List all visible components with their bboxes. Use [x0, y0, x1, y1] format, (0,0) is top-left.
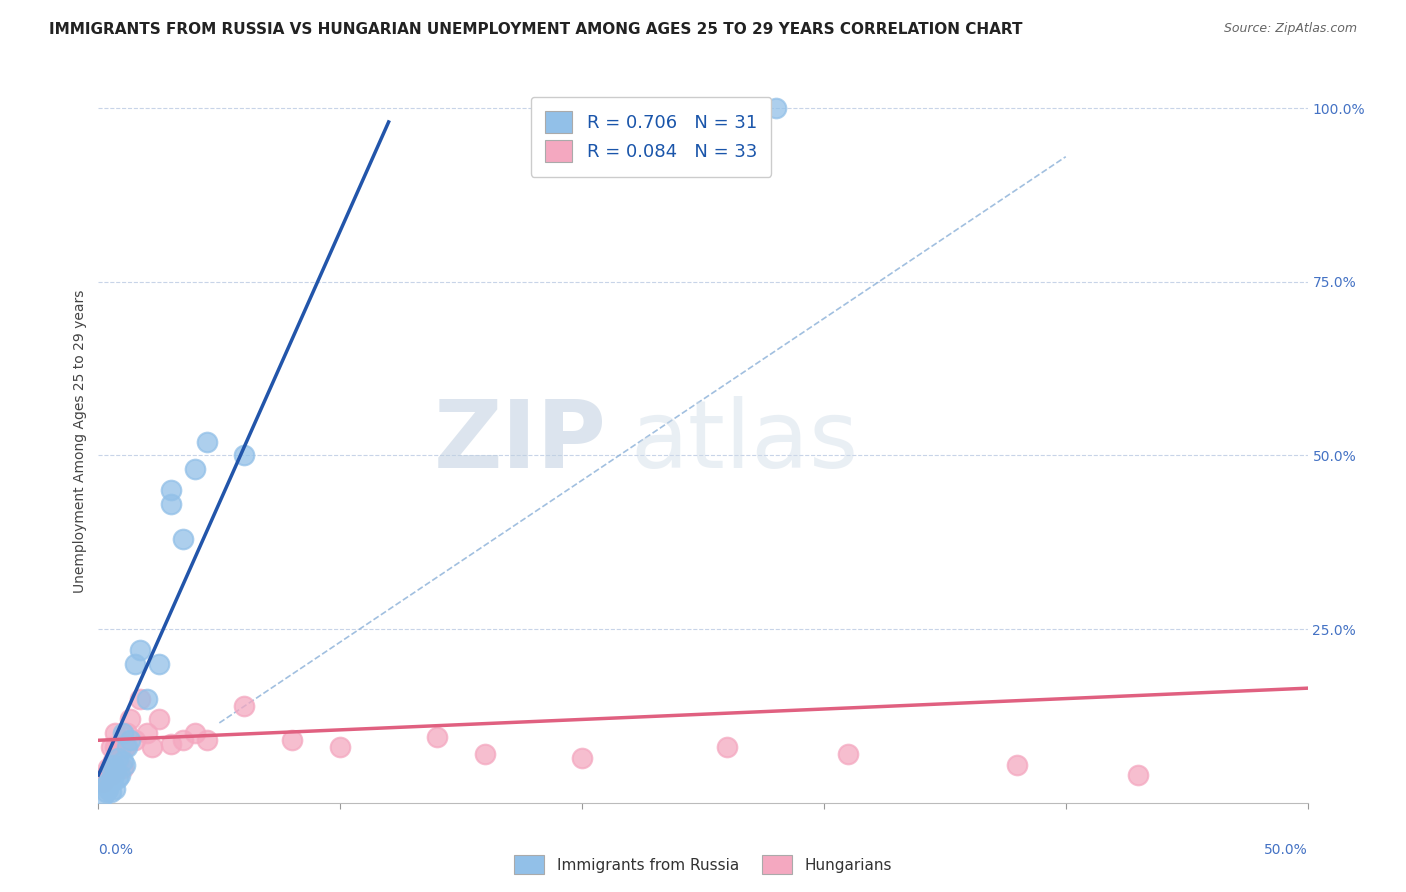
Point [160, 497, 183, 511]
Point [100, 775, 122, 789]
Point [97, 781, 120, 796]
Point [148, 713, 170, 727]
Point [426, 730, 449, 744]
Point [104, 740, 127, 755]
Point [716, 740, 738, 755]
Point [101, 754, 124, 768]
Point [111, 761, 134, 775]
Point [104, 781, 127, 796]
Point [118, 733, 141, 747]
Point [184, 726, 207, 740]
Point [117, 726, 139, 740]
Point [141, 740, 163, 755]
Point [94, 779, 117, 793]
Text: ZIP: ZIP [433, 395, 606, 488]
Point [765, 101, 787, 115]
Point [91, 789, 114, 803]
Point [160, 483, 183, 498]
Point [100, 761, 122, 775]
Point [108, 768, 131, 782]
Point [100, 740, 122, 755]
Point [837, 747, 859, 761]
Point [100, 768, 122, 782]
Point [172, 733, 194, 747]
Point [124, 657, 146, 671]
Point [148, 657, 170, 671]
Text: 0.0%: 0.0% [98, 843, 134, 856]
Point [172, 532, 194, 546]
Point [128, 643, 150, 657]
Point [94, 768, 117, 782]
Text: 50.0%: 50.0% [1264, 843, 1308, 856]
Point [1007, 757, 1029, 772]
Point [128, 691, 150, 706]
Point [114, 740, 136, 755]
Point [107, 750, 129, 764]
Y-axis label: Unemployment Among Ages 25 to 29 years: Unemployment Among Ages 25 to 29 years [73, 290, 87, 593]
Point [94, 785, 117, 799]
Point [107, 772, 129, 786]
Point [124, 733, 146, 747]
Point [104, 726, 127, 740]
Point [571, 750, 593, 764]
Point [101, 757, 124, 772]
Point [118, 713, 141, 727]
Point [111, 754, 134, 768]
Point [184, 462, 207, 476]
Point [232, 698, 254, 713]
Point [97, 775, 120, 789]
Point [135, 691, 157, 706]
Point [114, 757, 136, 772]
Legend: R = 0.706   N = 31, R = 0.084   N = 33: R = 0.706 N = 31, R = 0.084 N = 33 [530, 96, 772, 177]
Point [97, 761, 120, 775]
Point [91, 775, 114, 789]
Point [100, 785, 122, 799]
Text: Source: ZipAtlas.com: Source: ZipAtlas.com [1223, 22, 1357, 36]
Point [117, 740, 139, 755]
Point [107, 754, 129, 768]
Point [104, 764, 127, 779]
Point [108, 744, 131, 758]
Legend: Immigrants from Russia, Hungarians: Immigrants from Russia, Hungarians [508, 849, 898, 880]
Point [474, 747, 496, 761]
Point [1128, 768, 1150, 782]
Point [329, 740, 352, 755]
Point [281, 733, 304, 747]
Text: atlas: atlas [630, 395, 859, 488]
Point [160, 737, 183, 751]
Point [135, 726, 157, 740]
Text: IMMIGRANTS FROM RUSSIA VS HUNGARIAN UNEMPLOYMENT AMONG AGES 25 TO 29 YEARS CORRE: IMMIGRANTS FROM RUSSIA VS HUNGARIAN UNEM… [49, 22, 1022, 37]
Point [195, 733, 218, 747]
Point [111, 726, 134, 740]
Point [195, 434, 218, 449]
Point [101, 772, 124, 786]
Point [232, 449, 254, 463]
